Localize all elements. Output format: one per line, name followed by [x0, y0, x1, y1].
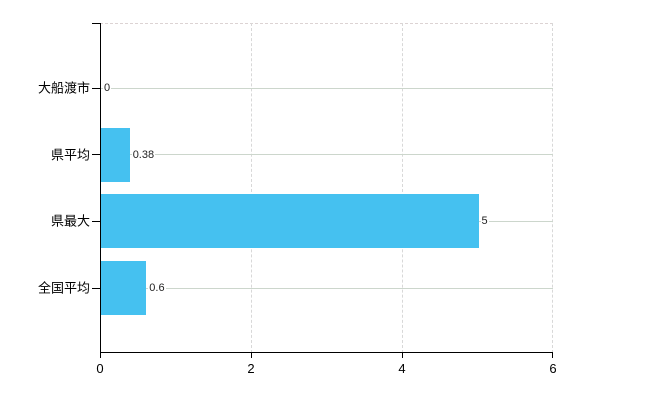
y-tick-mark — [92, 287, 100, 289]
category-label: 大船渡市 — [37, 80, 90, 96]
value-label: 0.6 — [148, 281, 166, 295]
x-tick-label: 4 — [398, 361, 406, 376]
x-tick-label: 0 — [96, 361, 104, 376]
h-gridline — [100, 154, 553, 156]
value-label: 5 — [480, 215, 489, 228]
x-tick-mark — [402, 353, 403, 358]
x-tick-label: 6 — [549, 361, 557, 376]
plot-right-border — [552, 23, 553, 353]
h-gridline — [100, 287, 553, 289]
h-gridline — [100, 87, 553, 89]
bar — [101, 261, 147, 315]
x-tick-label: 2 — [247, 361, 255, 376]
plot-top-border — [100, 23, 553, 24]
v-gridline — [401, 23, 403, 353]
value-label: 0.38 — [131, 148, 156, 161]
x-tick-mark — [251, 353, 252, 358]
y-tick-mark — [92, 220, 100, 222]
x-axis — [100, 352, 553, 353]
v-gridline — [250, 23, 252, 353]
y-tick-mark — [92, 154, 100, 156]
category-label: 県最大 — [50, 213, 90, 229]
x-tick-mark — [552, 353, 553, 358]
value-label: 0 — [103, 81, 112, 95]
category-label: 全国平均 — [37, 280, 90, 296]
y-tick-mark — [92, 87, 100, 89]
x-tick-mark — [100, 353, 101, 358]
bar — [101, 127, 130, 182]
bar — [101, 194, 479, 249]
y-axis-top-tick — [92, 23, 100, 24]
category-label: 県平均 — [50, 147, 90, 163]
y-axis — [100, 23, 101, 353]
plot-area: 大船渡市 0 県平均 0.38 県最大 5 全国平均 0.6 0 2 4 6 — [38, 23, 557, 375]
